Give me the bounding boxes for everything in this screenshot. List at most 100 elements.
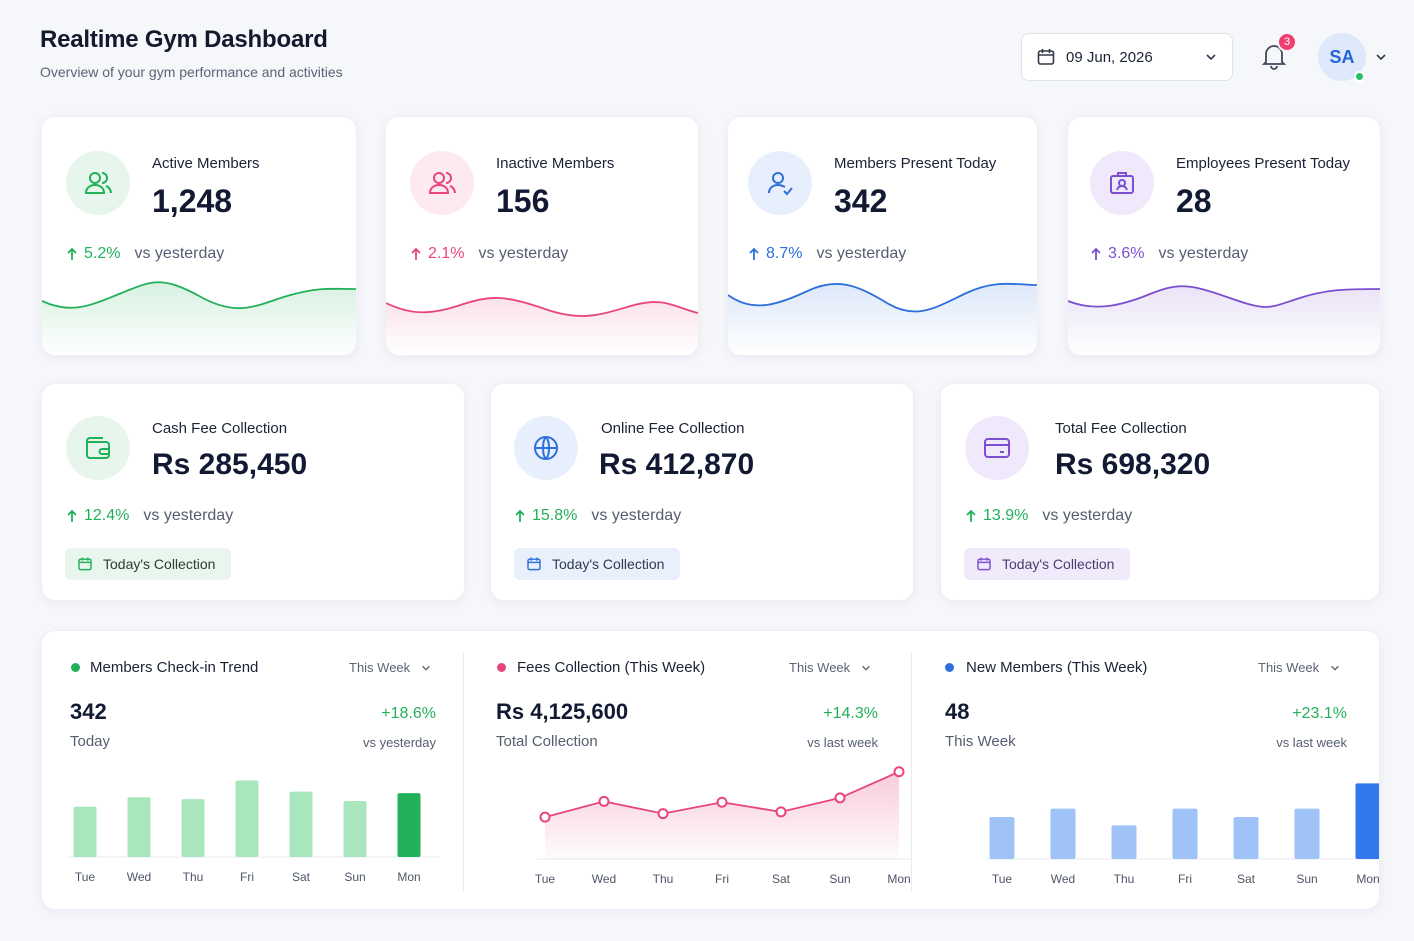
x-tick-label: Mon (1356, 872, 1379, 886)
todays-collection-button[interactable]: Today's Collection (964, 548, 1131, 580)
todays-collection-button[interactable]: Today's Collection (514, 548, 681, 580)
wallet-icon (66, 416, 130, 480)
fee-value: Rs 698,320 (1055, 448, 1211, 481)
panel-compare: vs last week (807, 735, 878, 750)
x-tick-label: Wed (127, 870, 151, 884)
chart-bar[interactable] (1233, 817, 1259, 859)
stat-label: Members Present Today (834, 155, 997, 172)
stat-change: 8.7% (766, 245, 803, 262)
range-label: This Week (789, 660, 851, 675)
users-icon (410, 151, 474, 215)
chart-bar[interactable] (289, 791, 313, 857)
chart-bar[interactable] (397, 793, 421, 857)
chart-bar[interactable] (1111, 825, 1137, 859)
stat-card-employees-present[interactable]: Employees Present Today 28 3.6% vs yeste… (1067, 116, 1381, 356)
panel-sub: This Week (945, 733, 1016, 750)
x-tick-label: Thu (1114, 872, 1135, 886)
stat-card-members-present[interactable]: Members Present Today 342 8.7% vs yester… (727, 116, 1038, 356)
stat-value: 28 (1176, 183, 1212, 219)
stat-compare: vs yesterday (1158, 245, 1249, 262)
stat-compare: vs yesterday (478, 245, 569, 262)
calendar-icon (527, 557, 541, 571)
chart-bar[interactable] (1172, 808, 1198, 859)
chevron-down-icon (1331, 665, 1340, 671)
chevron-down-icon (422, 665, 431, 671)
chart-bar[interactable] (343, 801, 367, 857)
data-point[interactable] (834, 792, 846, 804)
fee-card-total[interactable]: Total Fee Collection Rs 698,320 13.9% vs… (940, 383, 1380, 601)
date-picker[interactable]: 09 Jun, 2026 (1021, 33, 1233, 81)
chart-bar[interactable] (989, 817, 1015, 859)
x-tick-label: Sat (1237, 872, 1256, 886)
online-status-dot (1354, 71, 1365, 82)
todays-collection-label: Today's Collection (103, 556, 216, 572)
x-tick-label: Fri (1178, 872, 1192, 886)
x-tick-label: Thu (653, 872, 674, 886)
fee-label: Total Fee Collection (1055, 420, 1187, 437)
x-tick-label: Mon (887, 872, 910, 886)
chart-bar[interactable] (73, 806, 97, 857)
data-point[interactable] (598, 795, 610, 807)
chart-bar[interactable] (235, 780, 259, 857)
id-badge-icon (1090, 151, 1154, 215)
stat-label: Active Members (152, 155, 260, 172)
chart-bar[interactable] (1050, 808, 1076, 859)
todays-collection-button[interactable]: Today's Collection (65, 548, 232, 580)
stat-value: 1,248 (152, 183, 233, 219)
chart-bar[interactable] (1294, 808, 1320, 859)
stat-card-active-members[interactable]: Active Members 1,248 5.2% vs yesterday (41, 116, 357, 356)
panel-change: +23.1% (1292, 705, 1347, 722)
stat-value: 342 (834, 183, 888, 219)
fee-change: 12.4% (84, 507, 130, 524)
data-point[interactable] (657, 808, 669, 820)
data-point[interactable] (539, 811, 551, 823)
fee-compare: vs yesterday (591, 507, 682, 524)
notification-badge: 3 (1277, 32, 1297, 52)
arrow-up-icon (966, 509, 976, 522)
legend-dot (497, 663, 506, 672)
data-point[interactable] (716, 796, 728, 808)
range-dropdown[interactable]: This Week (789, 660, 872, 675)
users-icon (66, 151, 130, 215)
x-tick-label: Sun (344, 870, 365, 884)
area-fill (545, 771, 899, 859)
avatar[interactable]: SA (1318, 33, 1366, 81)
legend-dot (71, 663, 80, 672)
trend-sparkline (42, 281, 356, 355)
credit-card-icon (965, 416, 1029, 480)
fee-card-online[interactable]: Online Fee Collection Rs 412,870 15.8% v… (490, 383, 914, 601)
stat-compare: vs yesterday (816, 245, 907, 262)
stat-trend: 3.6% vs yesterday (1090, 245, 1248, 263)
panel-value: 48 (945, 699, 970, 724)
checkin-bar-chart: Tue Wed Thu Fri Sat Sun Mon (69, 780, 439, 884)
range-dropdown[interactable]: This Week (1258, 660, 1341, 675)
fee-label: Online Fee Collection (601, 420, 745, 437)
chart-bar[interactable] (1355, 783, 1381, 859)
stat-compare: vs yesterday (134, 245, 225, 262)
new-members-bar-chart: Tue Wed Thu Fri Sat Sun Mon (986, 783, 1381, 886)
chart-bar[interactable] (181, 799, 205, 857)
chevron-down-icon (1206, 54, 1216, 61)
trend-sparkline (1068, 285, 1380, 355)
range-dropdown[interactable]: This Week (349, 660, 432, 675)
stat-trend: 5.2% vs yesterday (66, 245, 224, 263)
arrow-up-icon (515, 509, 525, 522)
stat-change: 3.6% (1108, 245, 1145, 262)
x-tick-label: Thu (183, 870, 204, 884)
chevron-down-icon (862, 665, 871, 671)
fee-compare: vs yesterday (1042, 507, 1133, 524)
x-tick-label: Sun (1296, 872, 1317, 886)
panel-compare: vs yesterday (363, 735, 436, 750)
page-header: Realtime Gym Dashboard Overview of your … (40, 26, 343, 80)
data-point[interactable] (893, 766, 905, 778)
x-tick-label: Wed (592, 872, 616, 886)
fee-value: Rs 412,870 (599, 448, 755, 481)
chevron-down-icon[interactable] (1374, 50, 1388, 64)
chart-bar[interactable] (127, 797, 151, 857)
fee-card-cash[interactable]: Cash Fee Collection Rs 285,450 12.4% vs … (41, 383, 465, 601)
panel-title: Fees Collection (This Week) (517, 659, 706, 676)
data-point[interactable] (775, 806, 787, 818)
stat-card-inactive-members[interactable]: Inactive Members 156 2.1% vs yesterday (385, 116, 699, 356)
checkin-trend-panel: Members Check-in Trend This Week 342 Tod… (42, 631, 463, 909)
fees-collection-panel: Fees Collection (This Week) This Week Rs… (464, 631, 911, 909)
